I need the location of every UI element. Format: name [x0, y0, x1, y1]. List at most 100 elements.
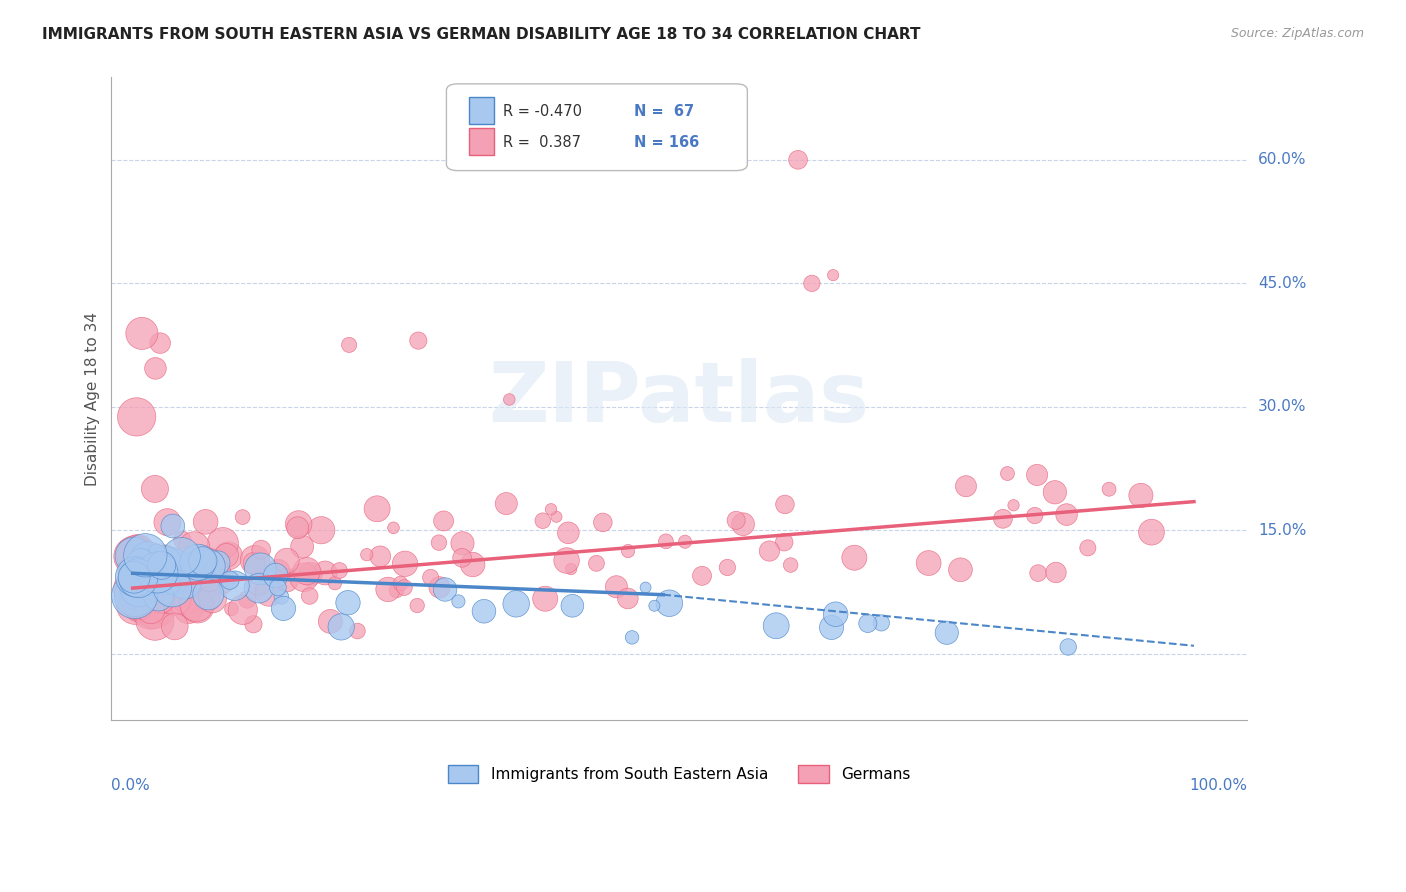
Point	[1045, 566, 1067, 580]
Point	[232, 603, 254, 617]
Point	[124, 589, 146, 603]
Point	[429, 580, 451, 594]
Point	[461, 558, 484, 572]
Point	[166, 566, 188, 580]
Point	[143, 482, 166, 496]
Point	[270, 590, 292, 604]
Point	[134, 586, 156, 600]
Point	[215, 549, 238, 563]
Point	[427, 535, 450, 549]
Point	[191, 551, 214, 566]
Point	[406, 599, 429, 613]
Point	[148, 589, 170, 603]
Point	[419, 570, 441, 584]
Point	[408, 334, 430, 348]
Point	[337, 596, 360, 610]
Point	[150, 558, 173, 573]
Text: R =  0.387: R = 0.387	[503, 135, 581, 150]
Point	[174, 593, 197, 607]
Point	[183, 541, 205, 555]
Text: Source: ZipAtlas.com: Source: ZipAtlas.com	[1230, 27, 1364, 40]
Point	[218, 573, 240, 587]
Point	[125, 409, 148, 424]
Text: 0.0%: 0.0%	[111, 778, 150, 793]
Point	[243, 556, 266, 570]
Point	[1043, 485, 1066, 500]
Point	[197, 587, 219, 601]
Point	[844, 550, 866, 565]
Point	[122, 582, 145, 596]
Point	[264, 568, 287, 582]
Point	[170, 549, 193, 564]
Point	[250, 542, 273, 557]
Point	[1140, 525, 1163, 540]
Point	[142, 588, 165, 602]
Point	[298, 589, 321, 603]
Point	[136, 564, 159, 578]
Point	[617, 544, 640, 558]
Point	[655, 534, 678, 549]
Point	[366, 501, 388, 516]
Point	[143, 570, 166, 584]
Point	[165, 592, 187, 607]
Point	[273, 601, 295, 615]
Point	[621, 631, 644, 645]
Point	[124, 548, 146, 562]
Point	[451, 536, 474, 550]
Point	[1077, 541, 1099, 555]
Point	[128, 576, 150, 591]
Text: R = -0.470: R = -0.470	[503, 104, 582, 119]
Point	[249, 562, 271, 576]
Point	[146, 566, 169, 580]
Point	[917, 556, 939, 570]
Point	[160, 572, 183, 586]
Point	[221, 602, 243, 616]
Point	[187, 555, 209, 569]
Point	[141, 556, 163, 570]
Point	[198, 555, 221, 569]
Point	[177, 602, 200, 616]
Point	[139, 603, 162, 617]
Text: 45.0%: 45.0%	[1258, 276, 1306, 291]
Point	[561, 599, 583, 613]
Point	[1056, 508, 1078, 522]
Point	[125, 562, 148, 576]
Point	[773, 498, 796, 512]
Point	[765, 619, 787, 633]
Point	[820, 620, 842, 634]
Point	[180, 596, 202, 610]
Point	[197, 559, 219, 574]
Point	[177, 557, 200, 571]
Point	[451, 550, 474, 565]
Point	[385, 583, 408, 598]
Y-axis label: Disability Age 18 to 34: Disability Age 18 to 34	[86, 311, 100, 485]
FancyBboxPatch shape	[447, 84, 748, 170]
Point	[299, 567, 322, 582]
Point	[690, 569, 713, 583]
Point	[658, 596, 681, 610]
Point	[129, 595, 152, 609]
Point	[156, 557, 179, 571]
Point	[257, 585, 280, 599]
Point	[131, 604, 153, 618]
Point	[173, 558, 195, 572]
Point	[314, 566, 336, 580]
Point	[546, 509, 568, 524]
Point	[434, 582, 457, 597]
Point	[186, 598, 208, 612]
Point	[242, 617, 264, 632]
Point	[356, 548, 378, 562]
Point	[328, 564, 350, 578]
Point	[394, 581, 416, 595]
Point	[153, 598, 176, 612]
Point	[247, 581, 270, 595]
Point	[124, 599, 146, 613]
Point	[163, 569, 186, 583]
Point	[129, 582, 152, 597]
Point	[194, 515, 217, 529]
Point	[143, 603, 166, 617]
Point	[997, 467, 1019, 481]
Point	[787, 153, 810, 167]
Point	[162, 519, 184, 533]
Text: N = 166: N = 166	[634, 135, 699, 150]
